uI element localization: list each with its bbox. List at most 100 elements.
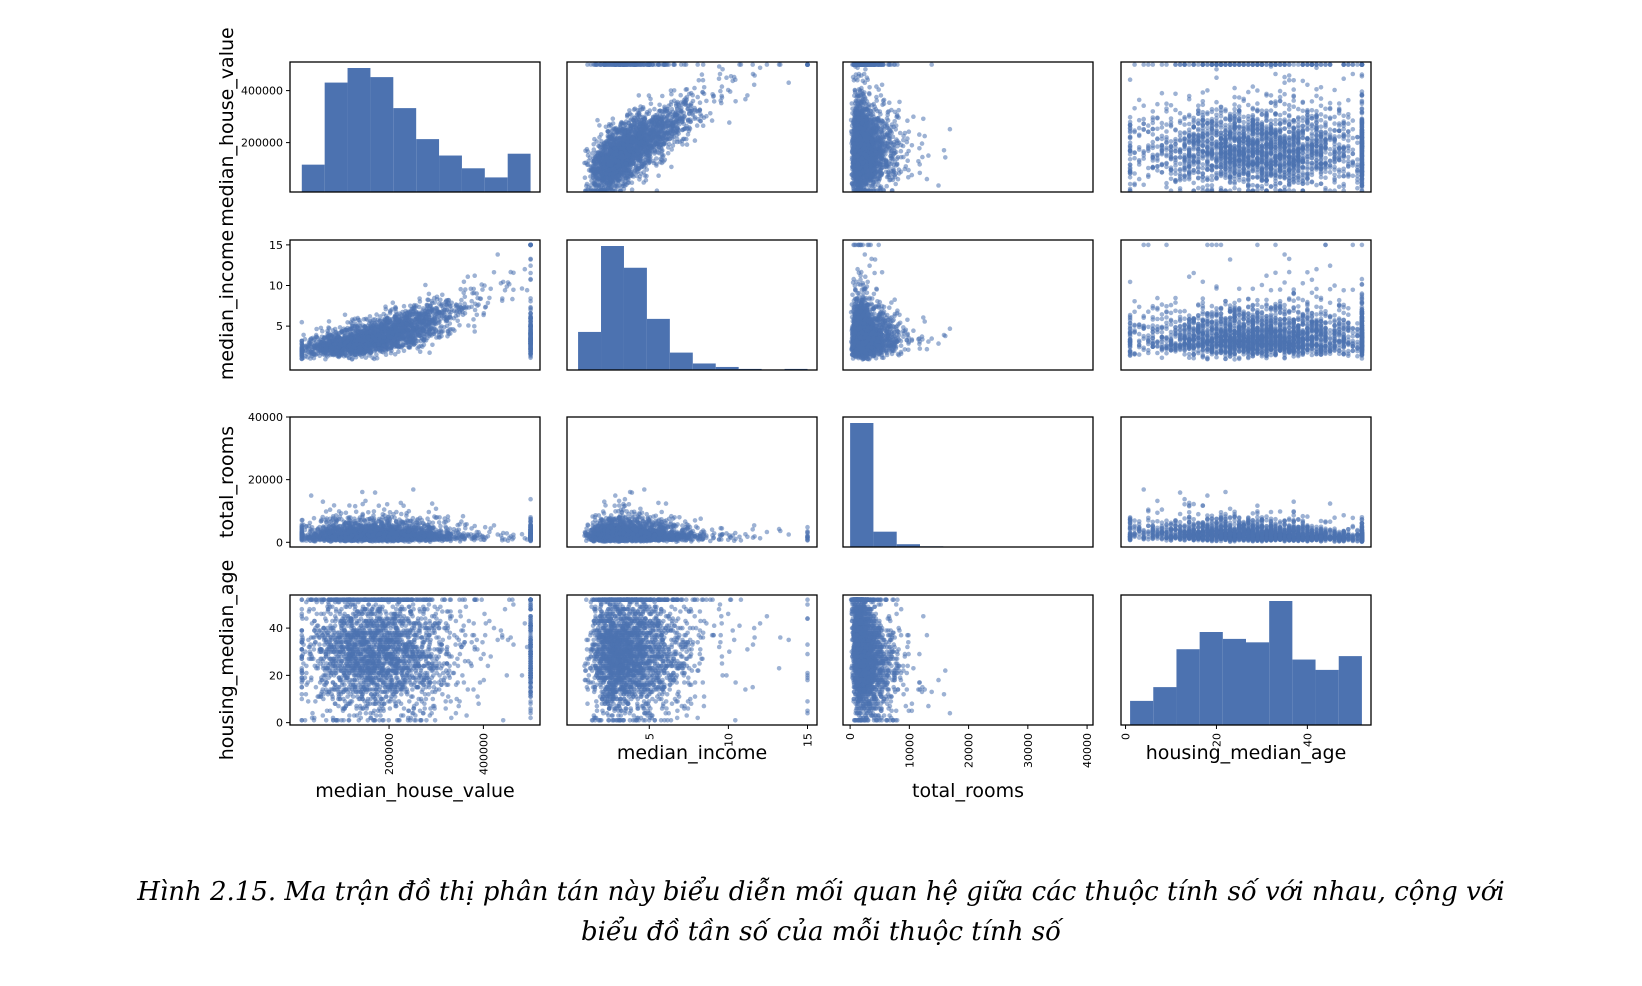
scatter-point [645,120,650,125]
scatter-point [870,181,875,186]
scatter-point [888,155,894,161]
scatter-point [646,111,652,116]
scatter-point [618,138,624,143]
scatter-point [716,64,722,69]
scatter-point [662,62,667,67]
scatter-point [615,164,620,169]
scatter-point [901,154,906,160]
scatter-point [596,183,602,188]
hist-bar-median_house_value [416,139,440,192]
scatter-point [640,105,646,110]
scatter-point [608,142,614,148]
scatter-point [617,173,622,178]
scatter-point [620,128,626,134]
scatter-point [663,136,669,141]
y-tick-label: 200000 [241,137,283,150]
panel-median_house_value-vs-median_income [566,61,818,193]
scatter-point [635,111,640,116]
scatter-point [623,161,629,166]
scatter-point [743,96,748,102]
scatter-point [598,132,604,137]
scatter-point [657,62,662,67]
scatter-point [905,118,910,123]
scatter-point [634,148,640,154]
scatter-point [604,141,610,146]
scatter-point [602,144,608,149]
scatter-point [898,148,904,154]
scatter-point [894,112,900,117]
scatter-point [597,123,602,128]
scatter-point [904,139,910,145]
scatter-point [594,139,599,144]
scatter-point [876,87,881,92]
scatter-point [701,115,707,120]
scatter-point [625,142,630,148]
scatter-point [618,188,623,192]
scatter-point [684,94,690,100]
scatter-point [720,67,725,72]
scatter-point [618,167,623,172]
scatter-point [920,154,925,160]
scatter-point [671,88,677,93]
scatter-point [642,142,647,148]
scatter-point [666,145,671,150]
scatter-point [672,62,677,67]
scatter-point [621,142,626,147]
scatter-point [610,131,615,136]
scatter-point [630,117,636,123]
hist-bar-median_house_value [484,177,508,192]
scatter-point [607,135,613,141]
scatter-point [892,119,897,124]
y-axis-label-median_house_value: median_house_value [216,27,238,226]
scatter-point [684,142,690,147]
scatter-point [616,159,621,164]
scatter-point [669,99,674,105]
scatter-point [595,117,600,123]
scatter-point [582,175,588,180]
scatter-point [750,62,755,67]
scatter-point [616,176,621,182]
scatter-point [586,158,592,164]
scatter-point [644,173,649,179]
scatter-point [701,91,707,97]
scatter-point [634,144,640,150]
scatter-point [698,112,703,117]
scatter-point [696,116,701,122]
scatter-point [600,147,605,153]
scatter-point [692,138,698,143]
scatter-point [629,180,635,185]
scatter-point [658,128,664,134]
scatter-point [593,179,599,184]
scatter-point [624,151,630,157]
scatter-point [890,175,895,180]
scatter-point [626,120,631,126]
scatter-point [851,118,857,123]
scatter-point [643,177,649,183]
scatter-point [711,99,717,104]
scatter-point [656,135,661,140]
scatter-point [697,108,702,114]
scatter-point [610,62,615,67]
panel-median_house_value-vs-total_rooms [842,61,1094,193]
scatter-point [884,183,889,189]
scatter-point [902,130,908,136]
scatter-point [884,174,890,180]
scatter-point [904,151,910,157]
scatter-point [666,110,671,116]
scatter-point [680,136,686,142]
scatter-point [589,151,595,156]
scatter-point [612,188,618,192]
scatter-point [654,188,660,192]
scatter-point [936,183,941,188]
scatter-point [865,108,871,114]
scatter-point [594,161,600,166]
scatter-point [750,71,756,77]
scatter-point [718,88,723,94]
scatter-point [657,102,662,108]
scatter-point [591,142,596,147]
scatter-point [617,183,622,188]
scatter-point [700,62,706,67]
scatter-matrix-figure: 200000400000median_house_value51015media… [216,27,1372,802]
scatter-point [610,121,616,126]
scatter-point [603,124,609,130]
